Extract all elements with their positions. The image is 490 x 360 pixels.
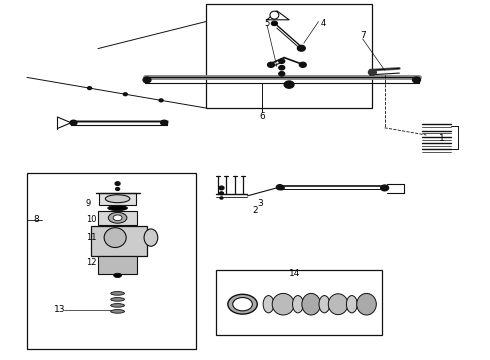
Text: 7: 7 [360,31,366,40]
Circle shape [123,93,127,96]
Ellipse shape [111,310,124,313]
Bar [98,256,137,274]
Text: 11: 11 [86,233,96,242]
Text: 2: 2 [252,206,258,215]
Circle shape [219,186,224,190]
Text: 6: 6 [260,112,266,121]
Ellipse shape [263,296,274,313]
Ellipse shape [108,212,127,223]
Bar [99,193,136,205]
Bar [98,211,137,225]
Circle shape [279,59,285,63]
Circle shape [299,62,306,67]
Bar [91,226,147,256]
Circle shape [88,87,92,90]
Ellipse shape [271,21,277,26]
Circle shape [161,120,168,125]
Circle shape [276,185,283,190]
Text: 12: 12 [86,258,96,267]
Ellipse shape [357,293,376,315]
Ellipse shape [270,11,279,19]
Text: 14: 14 [289,269,300,278]
Circle shape [284,81,294,88]
Ellipse shape [302,293,320,315]
Ellipse shape [111,298,124,301]
Circle shape [116,188,120,190]
Circle shape [368,69,376,75]
Text: 3: 3 [257,199,263,208]
Bar [216,270,382,335]
Text: 10: 10 [86,215,96,224]
Circle shape [268,62,274,67]
Ellipse shape [111,292,124,295]
Ellipse shape [272,293,294,315]
Circle shape [220,192,223,195]
Ellipse shape [293,296,303,313]
Circle shape [279,186,284,190]
Text: 8: 8 [33,215,39,224]
Circle shape [279,72,285,76]
Circle shape [297,45,305,51]
Text: 1: 1 [439,134,444,143]
Bar [27,173,196,349]
Bar [206,4,372,108]
Ellipse shape [228,294,257,314]
Text: 9: 9 [86,199,91,208]
Ellipse shape [108,206,127,211]
Circle shape [159,99,163,102]
Text: 5: 5 [265,19,270,28]
Ellipse shape [114,273,122,278]
Circle shape [381,185,389,191]
Ellipse shape [319,296,330,313]
Ellipse shape [144,229,158,246]
Circle shape [413,77,420,83]
Circle shape [70,120,77,125]
Ellipse shape [233,297,252,311]
Ellipse shape [104,228,126,248]
Circle shape [115,182,120,185]
Ellipse shape [113,215,122,221]
Circle shape [279,66,285,70]
Circle shape [143,77,151,83]
Ellipse shape [328,294,348,315]
Ellipse shape [111,303,124,307]
Ellipse shape [105,195,130,203]
Text: 13: 13 [54,305,65,314]
Text: 4: 4 [321,19,326,28]
Ellipse shape [346,296,357,313]
Circle shape [220,197,223,199]
